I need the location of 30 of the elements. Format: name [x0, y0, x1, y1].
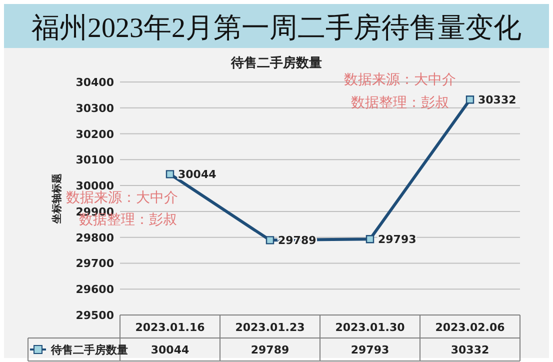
y-tick-label: 29700: [76, 257, 114, 270]
data-label: 29793: [350, 344, 390, 356]
data-label: 29789: [250, 344, 290, 356]
y-axis-title: 坐标轴标题: [51, 174, 63, 224]
point: [466, 96, 474, 104]
x-tick-label: 2023.01.16: [135, 321, 206, 334]
annotation: 29793: [378, 233, 416, 246]
annotation: 30332: [478, 94, 516, 107]
data-label: 30332: [450, 344, 490, 356]
y-tick-label: 30300: [76, 102, 114, 115]
annotation: 29789: [278, 234, 316, 248]
y-tick-label: 29600: [76, 283, 114, 296]
annotation: 数据来源：大中介: [344, 72, 456, 88]
y-tick-label: 29500: [76, 309, 114, 322]
annotation: 数据整理：彭叔: [351, 95, 449, 111]
x-tick-label: 2023.02.06: [435, 321, 506, 334]
point: [366, 235, 374, 244]
point: [266, 236, 274, 244]
y-tick-label: 29800: [76, 231, 114, 244]
y-tick-label: 30200: [76, 128, 114, 141]
x-tick-label: 2023.01.30: [335, 321, 406, 334]
x-tick-label: 2023.01.23: [235, 321, 305, 334]
y-tick-label: 30100: [76, 154, 114, 167]
data-label: 30044: [150, 344, 190, 356]
chart-subtitle: 待售二手房数量: [230, 55, 322, 71]
annotation: 30044: [178, 168, 217, 182]
y-tick-label: 30400: [76, 76, 114, 89]
chart-title: 福州2023年2月第一周二手房待售量变化: [32, 13, 522, 44]
annotation: 数据来源：大中介: [66, 190, 178, 206]
point: [166, 170, 174, 178]
